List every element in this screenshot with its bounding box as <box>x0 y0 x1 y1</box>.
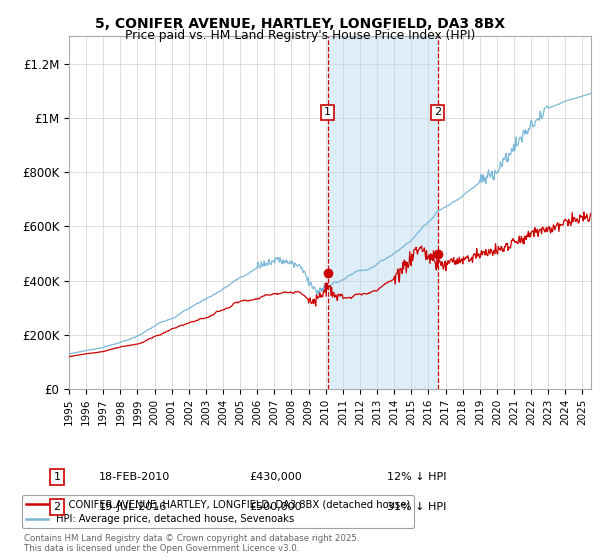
Text: 12% ↓ HPI: 12% ↓ HPI <box>387 472 446 482</box>
Text: 2: 2 <box>434 108 441 118</box>
Bar <box>328 36 437 389</box>
Text: 1: 1 <box>53 472 61 482</box>
Text: 18-FEB-2010: 18-FEB-2010 <box>99 472 170 482</box>
Text: 2: 2 <box>53 502 61 512</box>
Text: £430,000: £430,000 <box>249 472 302 482</box>
Text: 31% ↓ HPI: 31% ↓ HPI <box>387 502 446 512</box>
Text: 5, CONIFER AVENUE, HARTLEY, LONGFIELD, DA3 8BX: 5, CONIFER AVENUE, HARTLEY, LONGFIELD, D… <box>95 17 505 31</box>
Text: Contains HM Land Registry data © Crown copyright and database right 2025.
This d: Contains HM Land Registry data © Crown c… <box>24 534 359 553</box>
Text: Price paid vs. HM Land Registry's House Price Index (HPI): Price paid vs. HM Land Registry's House … <box>125 29 475 42</box>
Text: 19-JUL-2016: 19-JUL-2016 <box>99 502 167 512</box>
Text: £500,000: £500,000 <box>249 502 302 512</box>
Text: 1: 1 <box>324 108 331 118</box>
Legend: 5, CONIFER AVENUE, HARTLEY, LONGFIELD, DA3 8BX (detached house), HPI: Average pr: 5, CONIFER AVENUE, HARTLEY, LONGFIELD, D… <box>22 495 414 528</box>
